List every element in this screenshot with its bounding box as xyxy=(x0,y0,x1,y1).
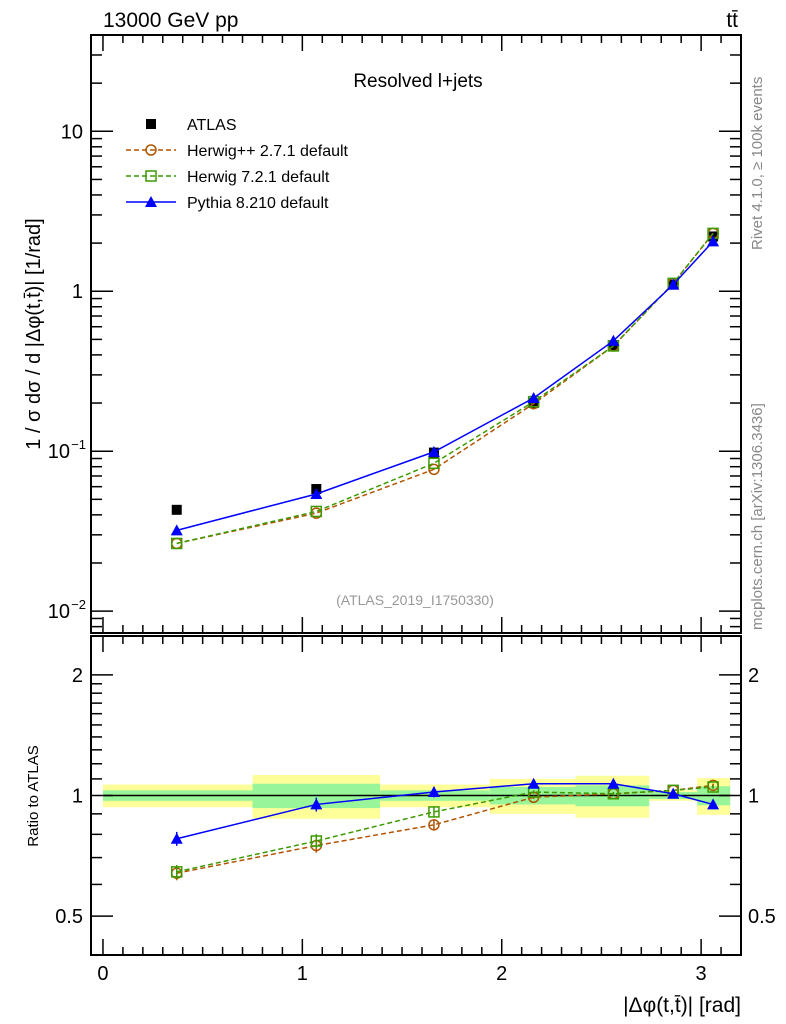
y-tick-label: 10 xyxy=(48,601,70,623)
herwig7-ratio-point xyxy=(310,835,323,847)
x-tick-label: 2 xyxy=(496,963,507,985)
herwigpp-ratio-point xyxy=(428,819,440,831)
x-axis-label: |Δφ(t,t̄)| [rad] xyxy=(623,994,741,1017)
y-tick-exponent: −1 xyxy=(71,437,86,452)
ratio-y-tick-label-right: 2 xyxy=(748,665,759,687)
herwigpp-line xyxy=(176,232,714,545)
y-tick-label: 1 xyxy=(72,281,83,303)
header-process: tt̄ xyxy=(726,9,738,32)
main-plot-frame xyxy=(90,34,742,634)
y-tick-label: 10 xyxy=(61,121,83,143)
legend-marker-herwigpp xyxy=(145,144,157,156)
ratio-y-tick-label-right: 1 xyxy=(748,786,759,808)
legend-label-data: ATLAS xyxy=(187,117,237,134)
herwig7-point xyxy=(310,505,323,518)
herwig7-ratio-point xyxy=(428,806,440,818)
y-axis-label: 1 / σ dσ / d |Δφ(t,t̄)| [1/rad] xyxy=(23,218,45,449)
pythia-point xyxy=(310,487,323,499)
x-tick-label: 1 xyxy=(297,963,308,985)
pythia-ratio-point xyxy=(527,777,540,789)
ratio-y-tick-label-right: 0.5 xyxy=(748,906,776,928)
analysis-id: (ATLAS_2019_I1750330) xyxy=(336,592,494,608)
header-energy: 13000 GeV pp xyxy=(103,9,238,32)
pythia-point xyxy=(427,445,440,457)
herwig7-ratio-point xyxy=(607,788,620,800)
legend-marker-pythia xyxy=(145,196,157,207)
pythia-ratio-point xyxy=(707,798,720,810)
pythia-point xyxy=(667,278,680,290)
x-tick-label: 0 xyxy=(97,963,108,985)
x-tick-label: 3 xyxy=(696,963,707,985)
herwig7-point xyxy=(428,457,440,470)
data-point xyxy=(171,504,182,515)
pythia-ratio-point xyxy=(607,777,620,789)
herwig7-line xyxy=(176,232,714,545)
herwig7-point xyxy=(170,537,183,550)
pythia-ratio-point xyxy=(667,787,680,799)
chart-title: Resolved l+jets xyxy=(353,71,482,92)
legend-label-herwig7: Herwig 7.2.1 default xyxy=(187,169,330,186)
herwigpp-point xyxy=(428,463,440,476)
pythia-point xyxy=(607,334,620,346)
legend-label-pythia: Pythia 8.210 default xyxy=(187,195,329,212)
pythia-point xyxy=(170,524,183,536)
y-tick-label: 10 xyxy=(48,441,70,463)
pythia-line xyxy=(176,240,714,532)
pythia-ratio-point xyxy=(170,832,183,844)
herwig7-ratio-point xyxy=(170,866,183,878)
ratio-y-axis-label: Ratio to ATLAS xyxy=(25,745,42,846)
y-tick-exponent: −2 xyxy=(71,597,86,612)
rivet-version: Rivet 4.1.0, ≥ 100k events xyxy=(749,77,766,250)
pythia-point xyxy=(527,392,540,404)
pythia-ratio-point xyxy=(427,786,440,798)
legend-marker-data xyxy=(146,119,156,129)
ratio-y-tick-label: 2 xyxy=(72,665,83,687)
legend-marker-herwig7 xyxy=(145,170,157,182)
legend-label-herwigpp: Herwig++ 2.7.1 default xyxy=(187,143,349,160)
pythia-ratio-point xyxy=(310,798,323,810)
herwig7-ratio-point xyxy=(707,781,719,793)
ratio-y-tick-label: 1 xyxy=(72,786,83,808)
pythia-point xyxy=(707,235,720,247)
ratio-y-tick-label: 0.5 xyxy=(55,906,83,928)
mcplots-credit: mcplots.cern.ch [arXiv:1306.3436] xyxy=(749,403,766,630)
